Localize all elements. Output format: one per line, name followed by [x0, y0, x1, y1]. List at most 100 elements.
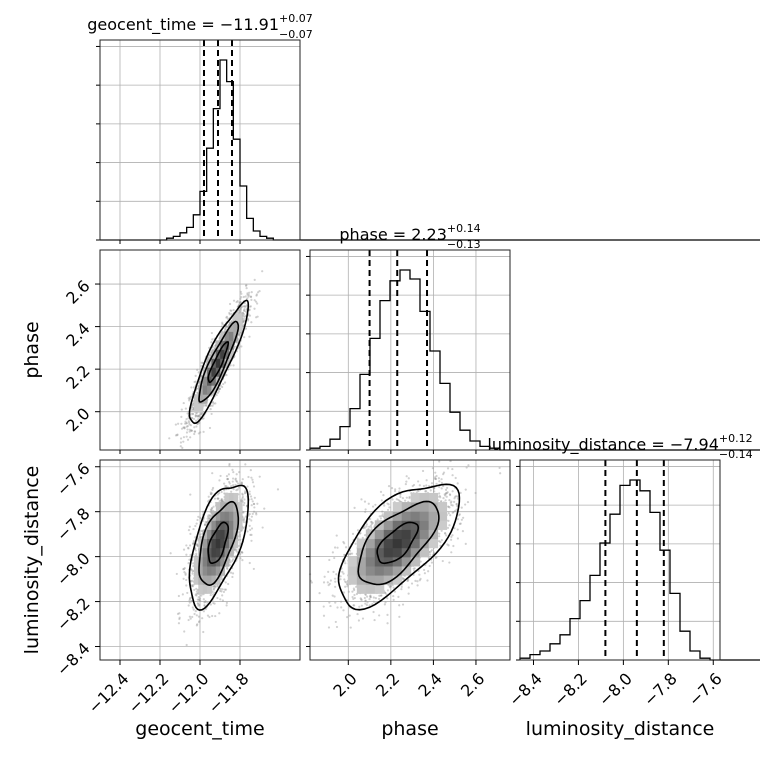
scatter-point: [253, 307, 256, 310]
scatter-point: [227, 582, 230, 586]
scatter-point: [400, 585, 403, 588]
scatter-point: [256, 502, 259, 505]
scatter-point: [244, 305, 247, 308]
scatter-point: [351, 590, 354, 593]
scatter-point: [225, 315, 229, 319]
density-cell: [193, 565, 199, 576]
scatter-point: [341, 570, 344, 573]
scatter-point: [446, 486, 449, 490]
scatter-point: [344, 546, 348, 549]
scatter-point: [200, 364, 203, 368]
scatter-point: [183, 427, 186, 430]
scatter-point: [390, 487, 394, 490]
scatter-point: [221, 322, 224, 326]
scatter-point: [255, 293, 258, 296]
density-cell: [202, 385, 208, 395]
scatter-point: [185, 431, 189, 434]
scatter-point: [353, 506, 356, 509]
scatter-point: [195, 554, 198, 557]
scatter-point: [242, 312, 245, 315]
scatter-point: [255, 511, 258, 515]
density-cell: [220, 511, 226, 521]
scatter-point: [228, 302, 232, 306]
scatter-point: [416, 584, 419, 587]
scatter-point: [238, 470, 241, 474]
scatter-point: [243, 302, 246, 305]
scatter-point: [183, 630, 186, 633]
scatter-point: [193, 430, 196, 433]
scatter-point: [418, 484, 421, 487]
scatter-point: [202, 630, 205, 634]
scatter-point: [252, 510, 256, 513]
scatter-point: [197, 621, 201, 624]
density-cell: [193, 556, 199, 567]
scatter-point: [209, 354, 212, 357]
scatter-point: [336, 606, 339, 609]
scatter-point: [187, 420, 190, 423]
scatter-point: [197, 371, 200, 374]
scatter-point: [223, 329, 226, 332]
scatter-point: [196, 415, 200, 418]
scatter-point: [188, 423, 191, 426]
scatter-point: [220, 490, 223, 494]
scatter-point: [221, 599, 225, 602]
scatter-point: [447, 519, 450, 522]
scatter-point: [217, 497, 220, 500]
scatter-point: [237, 309, 241, 312]
scatter-point: [386, 502, 389, 505]
scatter-point: [188, 544, 192, 547]
scatter-point: [241, 492, 244, 495]
scatter-point: [248, 291, 251, 294]
scatter-point: [199, 431, 202, 434]
scatter-point: [241, 495, 244, 498]
scatter-point: [464, 488, 467, 491]
joint-panel-geocent_time-phase: [100, 250, 300, 450]
scatter-point: [381, 510, 384, 513]
scatter-point: [197, 603, 200, 606]
scatter-point: [182, 577, 185, 580]
scatter-point: [244, 463, 247, 466]
marginal-panel-phase: phase = 2.23+0.14−0.13: [306, 222, 760, 451]
scatter-point: [186, 438, 190, 441]
scatter-point: [444, 488, 448, 491]
scatter-point: [200, 594, 203, 597]
scatter-point: [198, 414, 201, 417]
scatter-point: [180, 422, 183, 425]
scatter-point: [237, 482, 240, 485]
marginal-panel-luminosity_distance: luminosity_distance = −7.94+0.12−0.14: [487, 432, 760, 661]
scatter-point: [352, 604, 355, 607]
scatter-point: [249, 495, 253, 498]
density-cell: [207, 575, 212, 585]
scatter-point: [226, 567, 229, 571]
scatter-point: [354, 542, 357, 545]
scatter-point: [214, 585, 217, 588]
scatter-point: [344, 585, 347, 588]
scatter-point: [446, 467, 450, 470]
scatter-point: [216, 596, 219, 600]
scatter-point: [240, 305, 243, 309]
scatter-point: [220, 325, 223, 328]
scatter-point: [207, 495, 210, 498]
scatter-point: [417, 480, 420, 483]
density-cell: [202, 556, 208, 567]
scatter-point: [178, 617, 181, 621]
scatter-point: [238, 535, 242, 538]
scatter-point: [384, 601, 387, 604]
joint-panel-phase-luminosity_distance: [308, 459, 510, 660]
scatter-point: [238, 301, 241, 305]
scatter-point: [363, 500, 367, 503]
scatter-point: [442, 497, 445, 500]
scatter-point: [239, 309, 242, 312]
scatter-point: [245, 304, 248, 307]
scatter-point: [193, 588, 196, 591]
scatter-point: [189, 412, 192, 415]
scatter-point: [237, 486, 241, 489]
scatter-point: [418, 573, 421, 576]
scatter-point: [462, 516, 465, 519]
density-cell: [193, 403, 199, 413]
marginal-title-geocent_time: geocent_time = −11.91+0.07: [87, 12, 313, 35]
scatter-point: [200, 375, 203, 378]
scatter-point: [252, 502, 255, 506]
scatter-point: [181, 446, 184, 449]
